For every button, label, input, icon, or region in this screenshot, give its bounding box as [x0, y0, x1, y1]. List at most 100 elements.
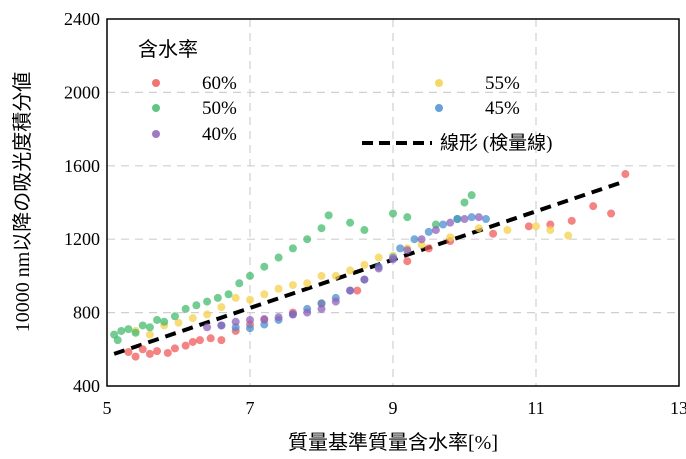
data-point-0-4	[153, 347, 162, 356]
plot-frame	[106, 18, 680, 387]
data-point-2-9	[170, 312, 179, 321]
data-point-0-23	[546, 220, 555, 229]
y-tick-label-1: 800	[73, 303, 100, 323]
data-point-4-16	[431, 226, 440, 235]
y-axis-title: 10000 nm以降の吸光度積分値	[11, 72, 34, 333]
data-point-4-1	[217, 321, 226, 330]
data-point-0-10	[206, 334, 215, 343]
grid-lines	[107, 19, 679, 386]
data-point-0-1	[131, 352, 140, 361]
data-point-4-7	[303, 308, 312, 317]
data-point-3-16	[439, 220, 448, 229]
data-point-2-11	[192, 301, 201, 310]
data-point-2-8	[160, 317, 169, 326]
data-point-3-1	[231, 323, 240, 332]
data-point-3-14	[410, 235, 419, 244]
data-point-2-4	[131, 328, 140, 337]
data-point-0-3	[145, 349, 154, 358]
data-point-2-2	[117, 326, 126, 335]
data-point-0-25	[589, 202, 598, 211]
data-point-4-3	[246, 315, 254, 324]
data-point-1-14	[331, 271, 340, 280]
data-point-2-24	[360, 226, 369, 235]
data-point-1-24	[532, 222, 540, 231]
data-point-1-9	[260, 290, 269, 299]
data-point-4-11	[360, 275, 369, 284]
data-point-4-19	[474, 213, 483, 222]
data-point-1-15	[346, 266, 355, 275]
y-tick-label-5: 2400	[64, 9, 100, 29]
data-point-2-6	[145, 323, 154, 332]
data-point-1-12	[303, 279, 312, 288]
data-point-1-4	[188, 314, 197, 323]
data-point-0-19	[424, 244, 433, 253]
data-point-4-6	[288, 310, 297, 319]
y-tick-label-0: 400	[73, 376, 100, 396]
data-point-1-1	[145, 330, 154, 339]
data-point-2-15	[235, 279, 244, 288]
data-point-0-7	[181, 341, 190, 350]
data-point-2-3	[124, 325, 133, 334]
y-tick-label-4: 2000	[64, 82, 100, 102]
data-point-3-2	[246, 324, 254, 333]
data-point-2-26	[403, 213, 412, 222]
data-point-3-18	[467, 213, 476, 222]
data-point-0-24	[567, 216, 576, 225]
legend-marker-0	[152, 79, 160, 87]
data-point-0-18	[403, 257, 412, 266]
data-points	[110, 170, 630, 361]
data-point-4-5	[274, 313, 283, 322]
data-point-0-8	[188, 337, 197, 346]
data-point-2-10	[181, 304, 190, 313]
data-point-2-13	[213, 293, 222, 302]
data-point-2-1	[113, 336, 122, 345]
data-point-4-0	[203, 323, 212, 332]
data-point-3-7	[317, 299, 326, 308]
legend-label-0: 60%	[202, 73, 237, 94]
data-point-2-5	[138, 321, 147, 330]
data-point-0-26	[607, 209, 616, 218]
data-point-0-5	[163, 348, 172, 357]
data-point-4-10	[346, 286, 355, 295]
legend-label-1: 55%	[485, 73, 520, 94]
data-point-3-3	[260, 320, 269, 329]
data-point-0-11	[217, 336, 226, 345]
data-point-1-21	[446, 233, 455, 242]
data-point-1-5	[203, 310, 212, 319]
data-point-1-11	[288, 281, 297, 290]
data-point-3-13	[396, 244, 405, 253]
data-point-0-21	[489, 229, 498, 238]
data-point-0-2	[138, 345, 147, 354]
data-point-4-9	[331, 297, 340, 306]
data-point-4-17	[446, 218, 455, 227]
data-point-1-16	[360, 260, 369, 269]
data-point-0-27	[621, 170, 630, 179]
legend: 含水率 60% 55% 50% 45% 40% 線形 (検量線)	[138, 38, 552, 154]
data-point-4-8	[317, 304, 326, 313]
data-point-1-8	[246, 295, 254, 304]
data-point-2-22	[324, 211, 333, 220]
data-point-1-26	[564, 231, 573, 240]
legend-label-4: 40%	[202, 124, 237, 145]
data-point-4-14	[403, 246, 412, 255]
data-point-2-21	[317, 224, 326, 233]
data-point-1-23	[503, 226, 512, 235]
data-point-1-20	[417, 240, 426, 249]
x-axis-title: 質量基準質量含水率[%]	[288, 431, 498, 454]
data-point-4-18	[460, 215, 469, 224]
data-point-2-7	[153, 315, 162, 324]
x-tick-label-0: 5	[103, 398, 112, 418]
legend-label-2: 50%	[202, 98, 237, 119]
x-tick-label-4: 13	[670, 398, 686, 418]
data-point-0-22	[524, 222, 533, 231]
data-point-2-27	[431, 220, 440, 229]
data-point-2-20	[303, 235, 312, 244]
legend-items: 60% 55% 50% 45% 40% 線形 (検量線)	[152, 73, 552, 154]
data-point-1-25	[546, 226, 555, 235]
data-point-2-29	[460, 198, 469, 207]
legend-marker-3	[435, 104, 443, 112]
x-tick-label-2: 9	[389, 398, 398, 418]
data-point-1-6	[217, 303, 226, 312]
